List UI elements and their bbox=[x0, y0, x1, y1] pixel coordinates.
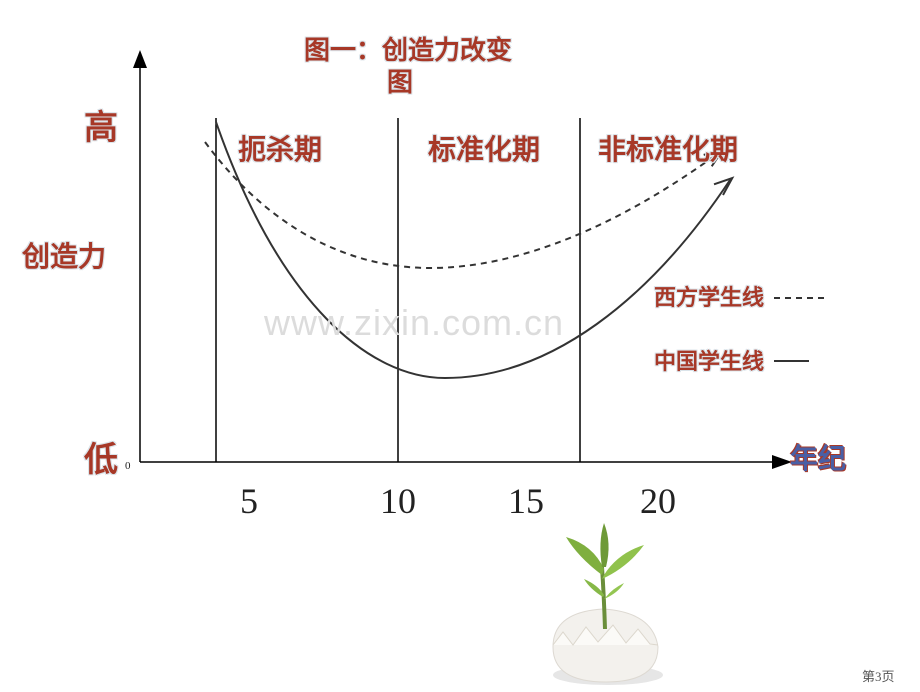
page-number: 第3页 bbox=[862, 666, 895, 685]
curve-chinese-arrow bbox=[714, 173, 737, 195]
y-axis-arrow bbox=[133, 50, 147, 68]
chart-title-line2: 图 bbox=[387, 62, 413, 99]
y-label-low: 低 bbox=[84, 432, 118, 481]
x-tick-10: 10 bbox=[380, 480, 416, 522]
legend-chinese-line bbox=[774, 360, 809, 362]
phase-kill: 扼杀期 bbox=[238, 128, 322, 168]
legend-western-line bbox=[774, 297, 824, 299]
legend-chinese-text: 中国学生线 bbox=[654, 344, 764, 376]
phase-standard: 标准化期 bbox=[428, 128, 540, 168]
y-label-mid: 创造力 bbox=[22, 235, 106, 275]
y-label-high: 高 bbox=[84, 100, 118, 149]
phase-nonstandard: 非标准化期 bbox=[598, 128, 738, 168]
legend-western-text: 西方学生线 bbox=[654, 280, 764, 312]
x-tick-20: 20 bbox=[640, 480, 676, 522]
origin-zero: 0 bbox=[125, 460, 131, 472]
plant-decoration bbox=[518, 517, 688, 692]
x-tick-15: 15 bbox=[508, 480, 544, 522]
x-axis-label: 年纪 bbox=[790, 437, 846, 477]
watermark: www.zixin.com.cn bbox=[264, 302, 564, 344]
x-axis-arrow bbox=[772, 455, 792, 469]
x-tick-5: 5 bbox=[240, 480, 258, 522]
chart-svg bbox=[0, 0, 920, 690]
